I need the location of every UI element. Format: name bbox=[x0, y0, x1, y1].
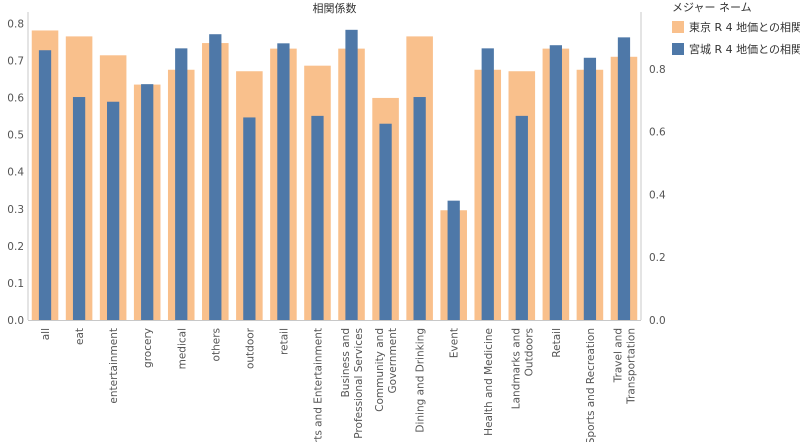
y-left-tick-label: 0.2 bbox=[7, 241, 24, 253]
bar-miyagi[interactable] bbox=[515, 115, 528, 320]
x-tick-label: Retail bbox=[551, 328, 563, 358]
x-tick-label: grocery bbox=[142, 328, 154, 368]
y-left-tick-label: 0.7 bbox=[7, 55, 24, 67]
y-left-tick-label: 0.3 bbox=[7, 204, 24, 216]
legend-item-tokyo[interactable]: 東京 R 4 地価との相関 bbox=[672, 16, 800, 38]
y-right-tick-label: 0.8 bbox=[649, 64, 666, 76]
bar-miyagi[interactable] bbox=[345, 29, 358, 321]
legend-swatch-miyagi bbox=[672, 43, 684, 55]
bar-miyagi[interactable] bbox=[209, 34, 222, 320]
y-left-tick-label: 0.1 bbox=[7, 278, 24, 290]
x-tick-label: Travel andTransportation bbox=[612, 328, 637, 405]
x-tick-label: Sports and Recreation bbox=[585, 328, 597, 442]
bar-miyagi[interactable] bbox=[175, 48, 188, 320]
bar-miyagi[interactable] bbox=[481, 48, 494, 320]
y-left-tick-label: 0.8 bbox=[7, 18, 24, 30]
y-right-tick-label: 0.0 bbox=[649, 315, 666, 327]
x-tick-label: Arts and Entertainment bbox=[312, 328, 324, 442]
legend-swatch-tokyo bbox=[672, 21, 684, 33]
bar-miyagi[interactable] bbox=[447, 200, 460, 320]
y-left-tick-label: 0.6 bbox=[7, 93, 24, 105]
legend-label-miyagi: 宮城 R 4 地価との相関 bbox=[689, 43, 800, 56]
x-tick-label: Event bbox=[449, 328, 461, 358]
bar-miyagi[interactable] bbox=[72, 97, 86, 320]
legend-item-miyagi[interactable]: 宮城 R 4 地価との相関 bbox=[672, 38, 800, 60]
x-tick-label: eat bbox=[74, 328, 86, 345]
legend-title: メジャー ネーム bbox=[672, 1, 752, 14]
bar-miyagi[interactable] bbox=[38, 50, 52, 320]
legend: メジャー ネーム 東京 R 4 地価との相関 宮城 R 4 地価との相関 bbox=[672, 0, 800, 60]
bar-miyagi[interactable] bbox=[549, 45, 562, 321]
bar-miyagi[interactable] bbox=[141, 84, 154, 320]
chart-title: 相関係数 bbox=[313, 2, 357, 15]
y-right-tick-label: 0.4 bbox=[649, 189, 666, 201]
x-tick-label: others bbox=[210, 328, 222, 361]
y-left-tick-label: 0.4 bbox=[7, 167, 24, 179]
y-left-tick-label: 0.0 bbox=[7, 315, 24, 327]
bar-miyagi[interactable] bbox=[107, 101, 120, 320]
bar-miyagi[interactable] bbox=[243, 117, 256, 320]
x-tick-label: Landmarks andOutdoors bbox=[510, 328, 535, 409]
y-right-tick-label: 0.2 bbox=[649, 252, 666, 264]
bar-miyagi[interactable] bbox=[311, 115, 324, 320]
x-tick-label: entertainment bbox=[108, 328, 120, 404]
legend-label-tokyo: 東京 R 4 地価との相関 bbox=[689, 21, 800, 34]
x-tick-label: medical bbox=[176, 328, 188, 369]
bar-miyagi[interactable] bbox=[277, 43, 290, 320]
x-tick-label: Business andProfessional Services bbox=[340, 328, 365, 439]
bar-miyagi[interactable] bbox=[379, 123, 392, 320]
bar-miyagi[interactable] bbox=[583, 57, 597, 321]
y-left-tick-label: 0.5 bbox=[7, 130, 24, 142]
bar-miyagi[interactable] bbox=[413, 97, 426, 320]
y-right-tick-label: 0.6 bbox=[649, 127, 666, 139]
x-tick-label: Community andGovernment bbox=[374, 328, 399, 412]
x-tick-label: all bbox=[40, 328, 52, 340]
x-tick-label: retail bbox=[278, 328, 290, 355]
x-tick-label: Dining and Drinking bbox=[415, 328, 427, 433]
bar-miyagi[interactable] bbox=[617, 37, 631, 320]
x-tick-label: Health and Medicine bbox=[483, 328, 495, 436]
x-tick-label: outdoor bbox=[244, 327, 256, 369]
